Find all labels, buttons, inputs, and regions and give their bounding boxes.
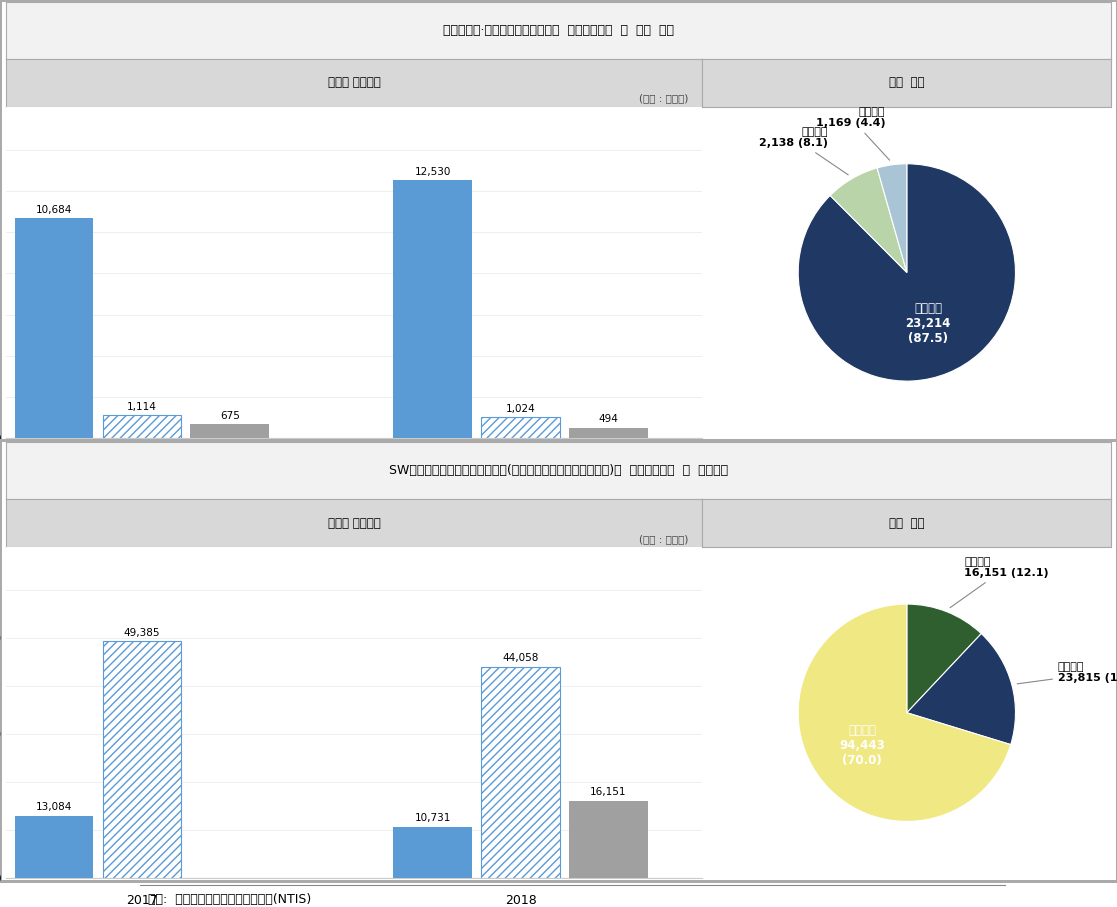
Wedge shape xyxy=(877,164,907,272)
Text: 10,731: 10,731 xyxy=(414,814,451,824)
Text: 자료:  국가과학기술지식정보서비스(NTIS): 자료: 국가과학기술지식정보서비스(NTIS) xyxy=(149,892,312,906)
Text: 투자  총계: 투자 총계 xyxy=(889,76,925,90)
Text: 2018: 2018 xyxy=(505,454,536,467)
Text: 49,385: 49,385 xyxy=(124,628,160,638)
Text: 차세대정보·컴퓨팅기술개발사업의  연구개발단계  및  투자  현황: 차세대정보·컴퓨팅기술개발사업의 연구개발단계 및 투자 현황 xyxy=(443,24,674,37)
Text: 494: 494 xyxy=(599,414,619,424)
Text: 675: 675 xyxy=(220,411,240,421)
Text: 기초연구
23,815 (17.9): 기초연구 23,815 (17.9) xyxy=(1018,662,1117,684)
Bar xyxy=(481,667,560,878)
Text: 12,530: 12,530 xyxy=(414,167,451,177)
Text: 2017: 2017 xyxy=(126,894,157,907)
Text: 응용연구
94,443
(70.0): 응용연구 94,443 (70.0) xyxy=(839,725,885,767)
Text: 44,058: 44,058 xyxy=(503,653,538,663)
Text: (단위 : 백만원): (단위 : 백만원) xyxy=(639,534,688,544)
Bar xyxy=(103,415,181,438)
Text: 응용연구
2,138 (8.1): 응용연구 2,138 (8.1) xyxy=(758,127,848,175)
Bar xyxy=(393,827,472,878)
Text: 2018: 2018 xyxy=(505,894,536,907)
Wedge shape xyxy=(830,168,907,272)
Text: 10,684: 10,684 xyxy=(36,205,73,215)
Text: 13,084: 13,084 xyxy=(36,802,73,812)
Wedge shape xyxy=(907,634,1015,745)
Bar xyxy=(15,815,94,878)
Text: 투자  총계: 투자 총계 xyxy=(889,517,925,530)
Text: 개발연구
1,169 (4.4): 개발연구 1,169 (4.4) xyxy=(815,107,889,161)
Bar xyxy=(569,801,648,878)
Bar xyxy=(393,180,472,438)
Text: 개발연구
16,151 (12.1): 개발연구 16,151 (12.1) xyxy=(951,557,1049,608)
Legend: 기초연구, 응용연구, 개발연구: 기초연구, 응용연구, 개발연구 xyxy=(164,481,376,499)
Bar xyxy=(15,219,94,438)
Text: 1,114: 1,114 xyxy=(127,402,156,412)
Bar xyxy=(569,428,648,438)
Text: 2017: 2017 xyxy=(126,454,157,467)
Wedge shape xyxy=(799,164,1015,381)
Wedge shape xyxy=(907,604,982,713)
Text: SW컴퓨팅산업원천기술개발사업(유망신기술및선도기술확보형)의  연구개발단계  및  투자현황: SW컴퓨팅산업원천기술개발사업(유망신기술및선도기술확보형)의 연구개발단계 및… xyxy=(389,464,728,477)
Bar xyxy=(481,417,560,438)
Text: 기초연구
23,214
(87.5): 기초연구 23,214 (87.5) xyxy=(906,302,951,346)
Text: (단위 : 백만원): (단위 : 백만원) xyxy=(639,93,688,103)
Text: 1,024: 1,024 xyxy=(506,404,535,414)
Text: 연도별 투자추이: 연도별 투자추이 xyxy=(327,76,380,90)
Text: 연도별 투자추이: 연도별 투자추이 xyxy=(327,517,380,530)
Text: 16,151: 16,151 xyxy=(590,787,627,797)
Wedge shape xyxy=(799,604,1011,822)
Bar xyxy=(103,641,181,878)
Bar xyxy=(190,424,269,438)
